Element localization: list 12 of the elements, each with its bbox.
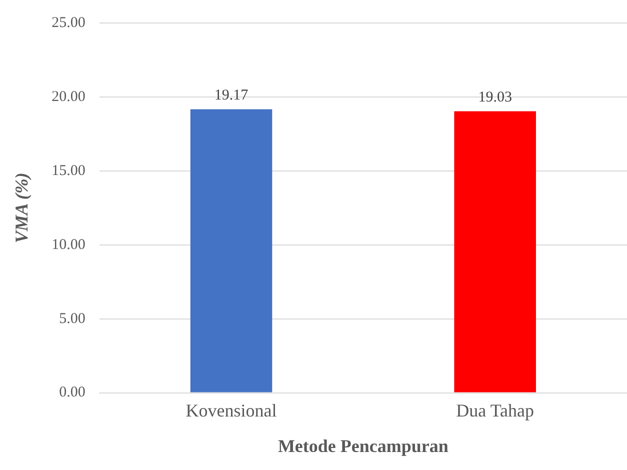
y-tick-label: 5.00 bbox=[59, 310, 86, 327]
x-tick-label: Kovensional bbox=[186, 400, 277, 420]
y-tick-label: 20.00 bbox=[52, 88, 86, 105]
y-axis-title: VMA (%) bbox=[11, 172, 32, 244]
data-label: 19.17 bbox=[214, 88, 249, 104]
y-tick-label: 15.00 bbox=[52, 162, 86, 179]
y-tick-label: 0.00 bbox=[59, 384, 86, 401]
y-tick-label: 10.00 bbox=[52, 236, 86, 253]
y-tick-label: 25.00 bbox=[52, 14, 86, 31]
x-axis-title: Metode Pencampuran bbox=[278, 436, 448, 456]
data-label: 19.03 bbox=[478, 90, 512, 106]
x-tick-label: Dua Tahap bbox=[456, 400, 534, 420]
